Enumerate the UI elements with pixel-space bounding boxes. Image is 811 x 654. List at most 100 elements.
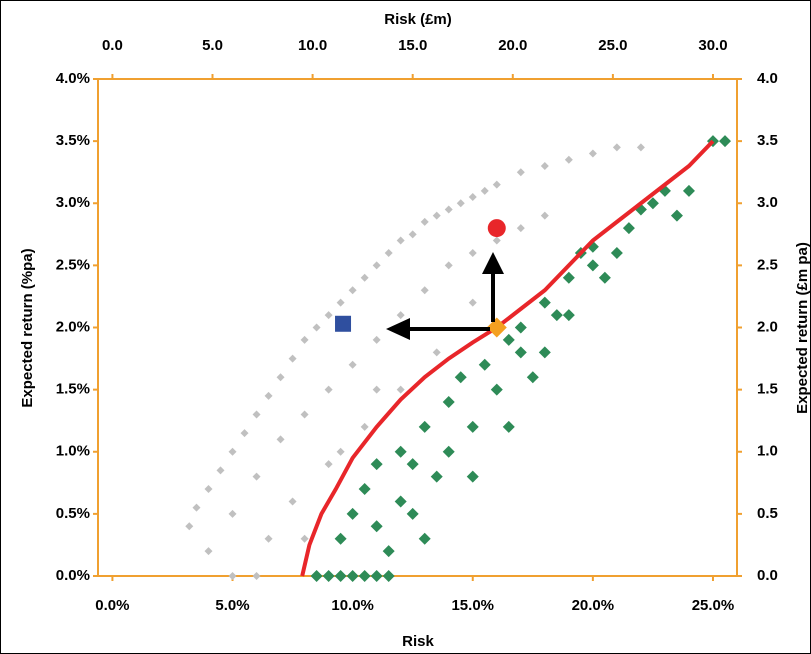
point — [264, 391, 273, 400]
frontier-line — [300, 139, 715, 577]
point — [514, 321, 527, 334]
point — [550, 309, 563, 322]
point — [444, 205, 453, 214]
point — [540, 211, 549, 220]
point — [216, 466, 225, 475]
x2-tick-label: 5.0 — [202, 37, 223, 54]
point — [324, 311, 333, 320]
point — [526, 371, 539, 384]
point — [382, 570, 395, 582]
point — [324, 385, 333, 394]
point — [346, 570, 359, 582]
point — [406, 458, 419, 471]
point — [444, 261, 453, 270]
point — [336, 298, 345, 307]
point — [228, 572, 237, 580]
point — [334, 532, 347, 545]
point — [514, 346, 527, 359]
point — [670, 209, 683, 222]
point — [252, 410, 261, 419]
point — [336, 447, 345, 456]
point — [372, 261, 381, 270]
point — [310, 570, 323, 582]
point — [492, 236, 501, 245]
point — [588, 149, 597, 158]
x2-tick-label: 20.0 — [498, 37, 527, 54]
point — [622, 222, 635, 235]
point — [358, 570, 371, 582]
point — [490, 383, 503, 396]
point — [432, 348, 441, 357]
x-axis-label: Risk — [402, 633, 434, 650]
y-tick-label: 2.0% — [56, 318, 90, 335]
y-tick-label: 3.0% — [56, 194, 90, 211]
y-tick-label: 4.0% — [56, 70, 90, 87]
point — [396, 385, 405, 394]
y-axis-label: Expected return (%pa) — [19, 248, 36, 407]
point — [516, 168, 525, 177]
point — [562, 271, 575, 284]
point — [718, 135, 731, 148]
point — [322, 570, 335, 582]
point — [418, 420, 431, 433]
point — [252, 472, 261, 481]
point — [370, 570, 383, 582]
x-tick-label: 15.0% — [451, 597, 494, 614]
point — [185, 522, 194, 531]
point — [276, 435, 285, 444]
y-tick-label: 1.0% — [56, 443, 90, 460]
y2-tick-label: 0.0 — [757, 567, 778, 584]
point — [636, 143, 645, 152]
y2-tick-label: 2.0 — [757, 318, 778, 335]
y2-tick-label: 1.0 — [757, 443, 778, 460]
point — [486, 317, 507, 338]
x-tick-label: 0.0% — [95, 597, 129, 614]
point — [454, 371, 467, 384]
point — [610, 246, 623, 259]
point — [346, 507, 359, 520]
point — [502, 333, 515, 346]
point — [418, 532, 431, 545]
x2-tick-label: 25.0 — [598, 37, 627, 54]
point — [335, 315, 352, 332]
point — [468, 193, 477, 202]
point — [276, 373, 285, 382]
arrowhead — [482, 252, 504, 274]
point — [300, 534, 309, 543]
point — [192, 503, 201, 512]
point — [394, 495, 407, 508]
point — [478, 358, 491, 371]
point — [312, 323, 321, 332]
point — [442, 396, 455, 409]
point — [396, 311, 405, 320]
point — [382, 545, 395, 558]
x-tick-label: 25.0% — [692, 597, 735, 614]
point — [466, 470, 479, 483]
point — [300, 335, 309, 344]
y-tick-label: 3.5% — [56, 132, 90, 149]
point — [288, 497, 297, 506]
point — [348, 286, 357, 295]
y2-tick-label: 1.5 — [757, 381, 778, 398]
point — [564, 155, 573, 164]
y2-tick-label: 4.0 — [757, 70, 778, 87]
point — [240, 429, 249, 438]
point — [598, 271, 611, 284]
arrows — [386, 252, 504, 340]
point — [480, 186, 489, 195]
point — [562, 309, 575, 322]
point — [252, 572, 261, 580]
y2-tick-label: 0.5 — [757, 505, 778, 522]
point — [538, 296, 551, 309]
point — [408, 230, 417, 239]
point — [487, 219, 506, 238]
point — [420, 286, 429, 295]
point — [442, 445, 455, 458]
point — [646, 197, 659, 210]
point — [324, 460, 333, 469]
plot: 0.0% 5.0% 10.0% 15.0% 20.0% 25.0% 0.0 5.0 10.0 15… — [56, 37, 778, 614]
y-tick-label: 0.5% — [56, 505, 90, 522]
point — [394, 445, 407, 458]
